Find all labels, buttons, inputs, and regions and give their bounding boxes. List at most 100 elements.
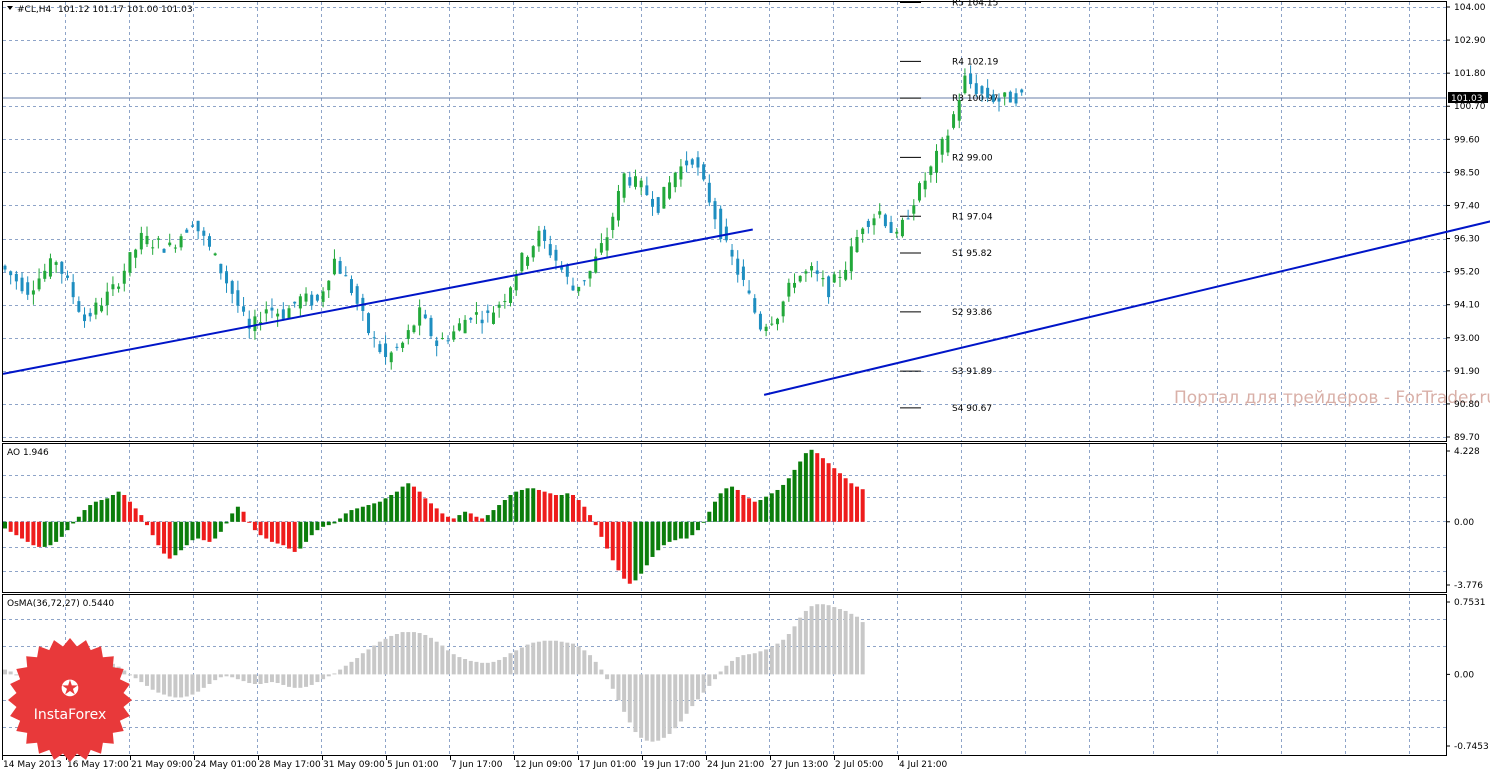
y-tick-label: 93.00 <box>1454 334 1480 344</box>
osma-bar <box>820 604 825 675</box>
candle-body <box>446 340 450 342</box>
osma-bar <box>769 646 774 675</box>
pivot-label: R3 100.97 <box>952 94 998 104</box>
osma-bar <box>122 670 127 675</box>
ao-bar <box>525 488 530 522</box>
candle-body <box>185 229 189 233</box>
candle-body <box>173 247 177 249</box>
ao-bar <box>758 500 763 522</box>
ao-bar <box>173 521 178 556</box>
candle-body <box>9 271 13 276</box>
osma-bar <box>843 610 848 675</box>
candle-body <box>94 302 98 315</box>
candle-body <box>384 343 388 358</box>
osma-bar <box>264 674 269 684</box>
ao-bar <box>423 498 428 522</box>
chevron-down-icon[interactable] <box>7 6 13 10</box>
y-tick-label: 0.00 <box>1454 518 1474 528</box>
osma-bar <box>480 662 485 675</box>
osma-bar <box>809 606 814 675</box>
candle-body <box>162 248 166 253</box>
candle-body <box>611 216 615 231</box>
ao-bar <box>446 516 451 522</box>
osma-bar <box>781 639 786 675</box>
osma-bar <box>3 669 7 675</box>
osma-bar <box>196 674 201 692</box>
candle-body <box>912 205 916 214</box>
candle-body <box>753 298 757 313</box>
instaforex-logo[interactable]: ✪ InstaForex <box>8 638 132 762</box>
candle-body <box>940 138 944 155</box>
osma-bar <box>764 649 769 675</box>
ao-bar <box>627 521 632 584</box>
osma-bar <box>406 632 411 675</box>
candle-body <box>906 218 910 220</box>
candle-body <box>827 276 831 298</box>
candle-body <box>935 150 939 173</box>
ao-bar <box>37 521 42 547</box>
ao-bar <box>65 521 70 531</box>
candle-body <box>83 314 87 322</box>
candle-body <box>440 338 444 340</box>
x-tick-label: 21 May 09:00 <box>131 760 193 770</box>
ao-bar <box>122 494 127 522</box>
y-tick-label: 94.10 <box>1454 301 1480 311</box>
y-tick-label: 0.00 <box>1454 670 1474 680</box>
ao-bar <box>622 521 627 579</box>
ao-bar <box>400 486 405 522</box>
trendline[interactable] <box>2 228 753 375</box>
candle-body <box>804 271 808 274</box>
candle-body <box>429 317 433 337</box>
ao-bar <box>287 521 291 549</box>
osma-bar <box>139 674 144 683</box>
candle-body <box>736 258 740 275</box>
candle-body <box>190 225 194 227</box>
osma-bar <box>588 655 593 675</box>
osma-bar <box>701 674 706 693</box>
candle-body <box>724 226 728 241</box>
ao-bar <box>837 473 842 522</box>
candle-body <box>406 330 410 339</box>
logo-text: InstaForex <box>34 707 107 723</box>
ao-bar <box>588 515 593 522</box>
trendline[interactable] <box>763 199 1490 396</box>
ao-title: AO 1.946 <box>7 448 49 458</box>
ao-bar <box>429 503 433 522</box>
osma-bar <box>837 609 842 675</box>
osma-bar <box>650 674 655 742</box>
osma-bar <box>786 634 791 675</box>
osma-bar <box>860 622 865 675</box>
ao-bar <box>820 458 825 522</box>
candle-body <box>225 271 229 284</box>
osma-bar <box>218 674 223 678</box>
y-tick-label: -0.7453 <box>1454 742 1489 752</box>
osma-bar <box>752 653 757 675</box>
trendlines[interactable] <box>2 75 1490 396</box>
ao-bar <box>786 478 791 522</box>
candle-body <box>668 182 672 199</box>
osma-bar <box>792 626 797 675</box>
candle-body <box>974 83 978 94</box>
candle-body <box>435 340 439 347</box>
osma-bar <box>661 674 666 738</box>
ao-bar <box>309 521 314 536</box>
y-tick-label: 4.228 <box>1454 447 1480 457</box>
ao-bar <box>593 521 598 526</box>
ao-bar <box>764 496 769 522</box>
ao-bar <box>207 521 212 542</box>
ao-bar <box>366 505 371 522</box>
candle-body <box>389 352 393 363</box>
candle-body <box>304 293 308 302</box>
ao-bar <box>241 511 246 522</box>
ao-bar <box>292 521 297 552</box>
osma-bar <box>213 674 218 681</box>
ao-bar <box>360 506 365 522</box>
x-axis-labels: 14 May 2013 16 May 17:00 21 May 09:00 24 Ma… <box>2 756 948 770</box>
candle-body <box>645 185 649 195</box>
y-tick-label: -3.776 <box>1454 581 1483 591</box>
y-tick-label: 102.90 <box>1454 36 1486 46</box>
ao-bar <box>690 521 695 536</box>
ao-bar <box>605 521 610 549</box>
osma-bar <box>593 661 598 675</box>
